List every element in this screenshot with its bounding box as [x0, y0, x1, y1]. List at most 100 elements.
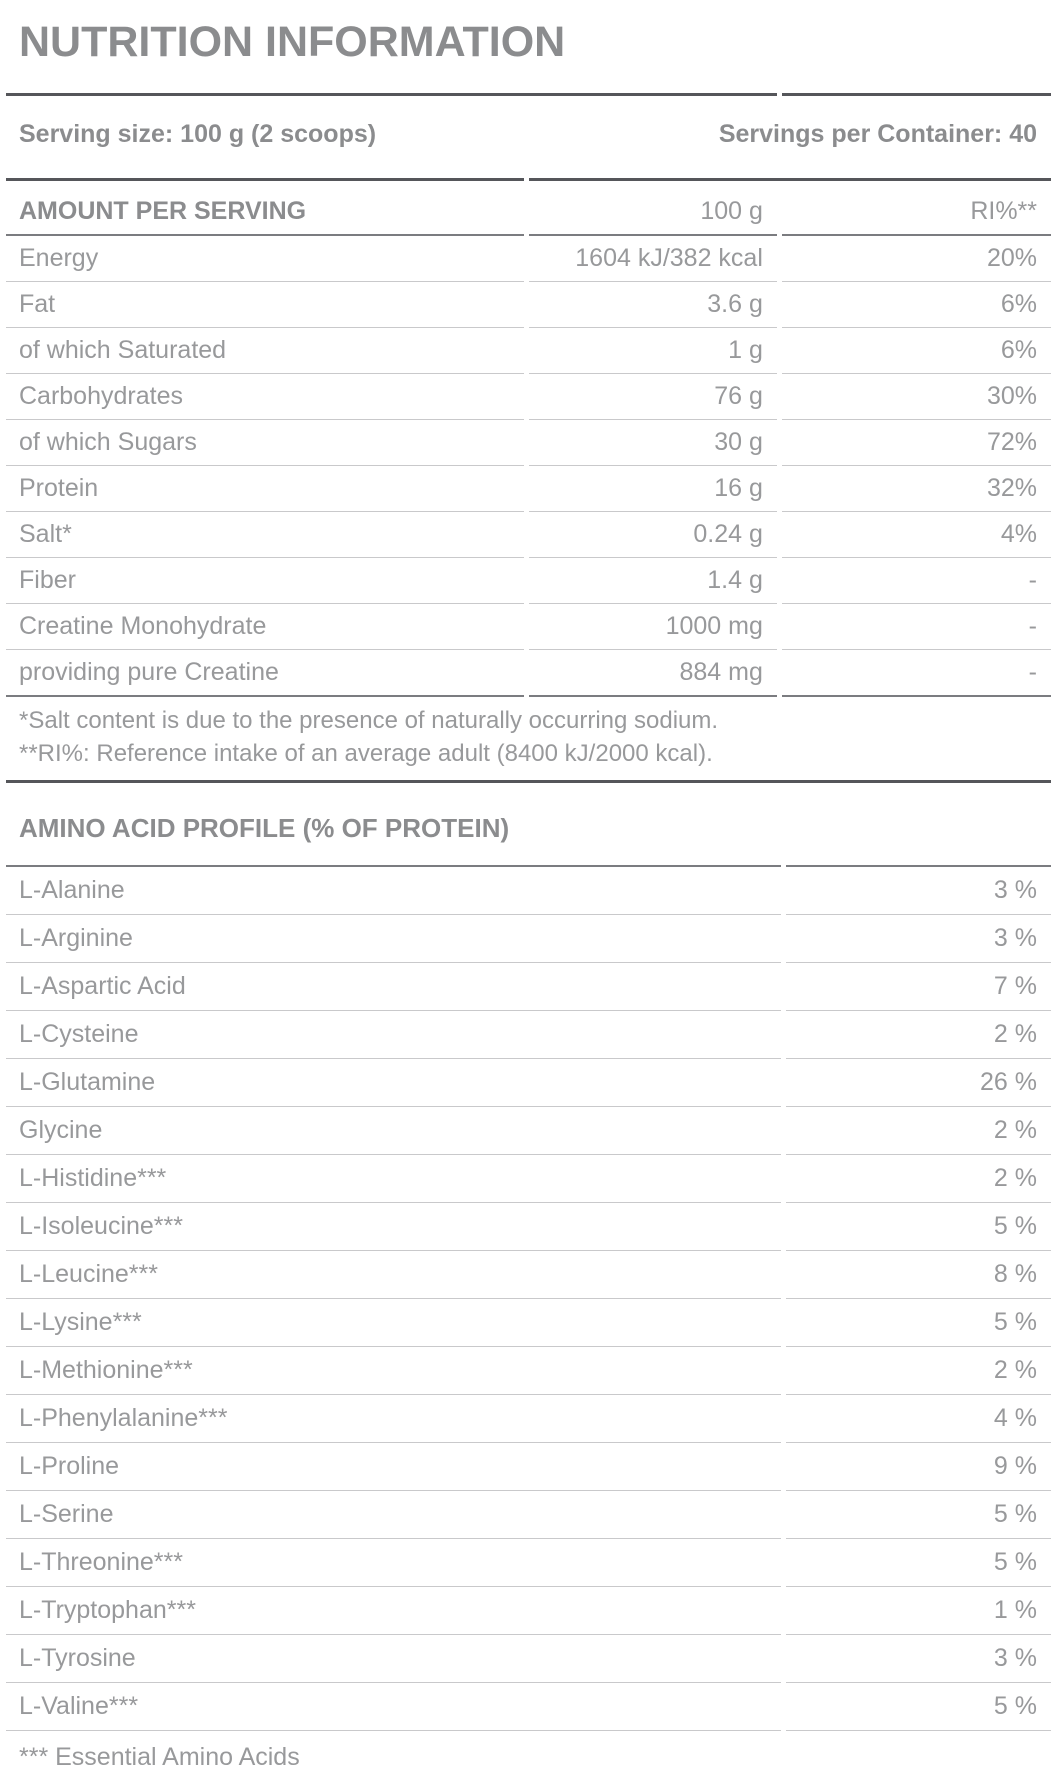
amino-row: L-Serine 5 %: [6, 1491, 1051, 1539]
amino-value: 2 %: [785, 1155, 1051, 1203]
nutrient-row: of which Sugars 30 g 72%: [6, 420, 1051, 466]
amino-name: L-Tyrosine: [6, 1635, 781, 1683]
amino-name: L-Aspartic Acid: [6, 963, 781, 1011]
amino-row: L-Lysine*** 5 %: [6, 1299, 1051, 1347]
amino-rows: L-Alanine 3 % L-Arginine 3 % L-Aspartic …: [6, 867, 1051, 1731]
amino-name: L-Cysteine: [6, 1011, 781, 1059]
nutrient-row: Carbohydrates 76 g 30%: [6, 374, 1051, 420]
amino-value: 1 %: [785, 1587, 1051, 1635]
amino-name: L-Methionine***: [6, 1347, 781, 1395]
nutrient-name: Salt*: [6, 512, 524, 558]
amino-value: 2 %: [785, 1011, 1051, 1059]
amino-row: L-Glutamine 26 %: [6, 1059, 1051, 1107]
footnote-salt: *Salt content is due to the presence of …: [19, 707, 719, 734]
amino-value: 8 %: [785, 1251, 1051, 1299]
title-spacer: [781, 0, 1051, 96]
amino-row: L-Isoleucine*** 5 %: [6, 1203, 1051, 1251]
nutrient-row: of which Saturated 1 g 6%: [6, 328, 1051, 374]
amino-row: L-Leucine*** 8 %: [6, 1251, 1051, 1299]
nutrient-amount: 3.6 g: [528, 282, 777, 328]
nutrient-amount: 884 mg: [528, 650, 777, 697]
nutrient-ri: -: [781, 558, 1051, 604]
column-header-amount-per-serving: AMOUNT PER SERVING: [6, 181, 524, 236]
amino-row: L-Aspartic Acid 7 %: [6, 963, 1051, 1011]
title-row: NUTRITION INFORMATION: [6, 0, 1051, 96]
nutrition-header-row: AMOUNT PER SERVING 100 g RI%**: [6, 181, 1051, 236]
nutrient-name: Protein: [6, 466, 524, 512]
nutrient-row: Fat 3.6 g 6%: [6, 282, 1051, 328]
nutrient-row: Protein 16 g 32%: [6, 466, 1051, 512]
amino-value: 2 %: [785, 1347, 1051, 1395]
amino-name: Glycine: [6, 1107, 781, 1155]
amino-row: L-Threonine*** 5 %: [6, 1539, 1051, 1587]
amino-name: L-Phenylalanine***: [6, 1395, 781, 1443]
amino-title-row: AMINO ACID PROFILE (% OF PROTEIN): [6, 783, 1051, 867]
amino-value: 4 %: [785, 1395, 1051, 1443]
amino-value: 3 %: [785, 915, 1051, 963]
footnotes-row: *Salt content is due to the presence of …: [6, 697, 1051, 783]
amino-acid-table: AMINO ACID PROFILE (% OF PROTEIN) L-Alan…: [1, 783, 1056, 1792]
nutrient-name: Fiber: [6, 558, 524, 604]
amino-row: L-Histidine*** 2 %: [6, 1155, 1051, 1203]
nutrient-ri: 4%: [781, 512, 1051, 558]
amino-row: L-Phenylalanine*** 4 %: [6, 1395, 1051, 1443]
amino-value: 5 %: [785, 1491, 1051, 1539]
nutrient-ri: 6%: [781, 282, 1051, 328]
amino-value: 26 %: [785, 1059, 1051, 1107]
nutrient-name: of which Saturated: [6, 328, 524, 374]
serving-info-row: Serving size: 100 g (2 scoops) Servings …: [6, 96, 1051, 181]
amino-name: L-Arginine: [6, 915, 781, 963]
page-title: NUTRITION INFORMATION: [6, 0, 777, 96]
footnote-ri: **RI%: Reference intake of an average ad…: [19, 740, 713, 767]
amino-row: L-Tyrosine 3 %: [6, 1635, 1051, 1683]
nutrient-amount: 1.4 g: [528, 558, 777, 604]
serving-size-label: Serving size: 100 g (2 scoops): [6, 96, 524, 181]
amino-row: L-Alanine 3 %: [6, 867, 1051, 915]
nutrient-row: Fiber 1.4 g -: [6, 558, 1051, 604]
nutrient-amount: 1604 kJ/382 kcal: [528, 236, 777, 282]
amino-name: L-Proline: [6, 1443, 781, 1491]
nutrient-name: Fat: [6, 282, 524, 328]
nutrient-name: Creatine Monohydrate: [6, 604, 524, 650]
amino-value: 5 %: [785, 1683, 1051, 1731]
amino-name: L-Alanine: [6, 867, 781, 915]
amino-row: L-Methionine*** 2 %: [6, 1347, 1051, 1395]
nutrient-amount: 76 g: [528, 374, 777, 420]
amino-name: L-Histidine***: [6, 1155, 781, 1203]
amino-value: 3 %: [785, 867, 1051, 915]
amino-row: L-Proline 9 %: [6, 1443, 1051, 1491]
column-header-ri: RI%**: [781, 181, 1051, 236]
amino-row: L-Tryptophan*** 1 %: [6, 1587, 1051, 1635]
nutrient-amount: 30 g: [528, 420, 777, 466]
amino-value: 7 %: [785, 963, 1051, 1011]
amino-footer-row: *** Essential Amino Acids: [6, 1731, 1051, 1792]
amino-row: L-Arginine 3 %: [6, 915, 1051, 963]
amino-title-spacer: [785, 783, 1051, 867]
servings-per-container-label: Servings per Container: 40: [528, 96, 1051, 181]
amino-name: L-Glutamine: [6, 1059, 781, 1107]
amino-value: 5 %: [785, 1203, 1051, 1251]
amino-name: L-Threonine***: [6, 1539, 781, 1587]
nutrient-ri: 20%: [781, 236, 1051, 282]
amino-row: L-Valine*** 5 %: [6, 1683, 1051, 1731]
nutrient-amount: 1 g: [528, 328, 777, 374]
footnotes: *Salt content is due to the presence of …: [6, 697, 1051, 783]
amino-row: L-Cysteine 2 %: [6, 1011, 1051, 1059]
nutrient-name: of which Sugars: [6, 420, 524, 466]
amino-value: 5 %: [785, 1299, 1051, 1347]
amino-name: L-Leucine***: [6, 1251, 781, 1299]
amino-name: L-Tryptophan***: [6, 1587, 781, 1635]
essential-amino-acids-footnote: *** Essential Amino Acids: [19, 1743, 300, 1771]
nutrient-amount: 0.24 g: [528, 512, 777, 558]
amino-name: L-Valine***: [6, 1683, 781, 1731]
nutrient-ri: -: [781, 650, 1051, 697]
amino-value: 5 %: [785, 1539, 1051, 1587]
nutrient-row: providing pure Creatine 884 mg -: [6, 650, 1051, 697]
column-header-100g: 100 g: [528, 181, 777, 236]
nutrient-ri: 72%: [781, 420, 1051, 466]
amino-section-title: AMINO ACID PROFILE (% OF PROTEIN): [6, 783, 781, 867]
nutrient-ri: -: [781, 604, 1051, 650]
nutrient-amount: 1000 mg: [528, 604, 777, 650]
nutrient-name: Carbohydrates: [6, 374, 524, 420]
